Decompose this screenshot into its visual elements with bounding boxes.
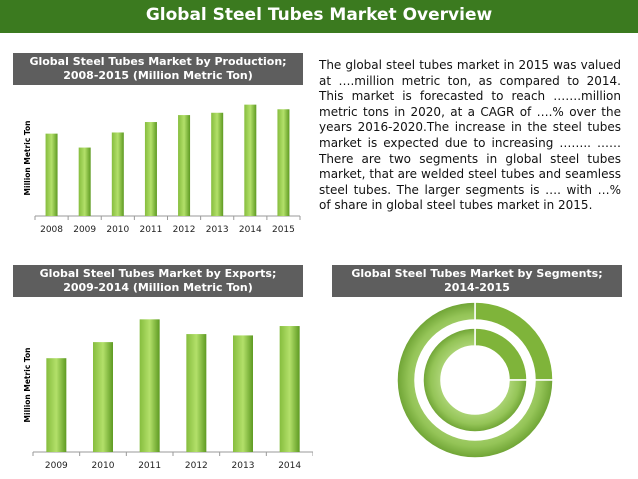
production-tick-label: 2015 — [272, 225, 295, 235]
exports-bar — [93, 342, 113, 452]
exports-bar — [233, 335, 253, 452]
exports-tick-label: 2011 — [138, 461, 161, 471]
page-title: Global Steel Tubes Market Overview — [0, 0, 638, 33]
exports-bar — [186, 334, 207, 452]
production-bar — [277, 109, 290, 216]
production-bar — [244, 104, 257, 216]
production-chart-header: Global Steel Tubes Market by Production;… — [13, 53, 303, 85]
exports-bar — [139, 319, 160, 452]
production-y-axis-label: Million Metric Ton — [23, 121, 32, 196]
production-tick-label: 2014 — [239, 225, 262, 235]
exports-tick-label: 2013 — [232, 461, 255, 471]
exports-bar — [279, 326, 300, 452]
exports-bar-chart: 2009 2010 2011 2012 2013 2014 Million Metric T… — [23, 319, 313, 471]
production-tick-label: 2009 — [73, 225, 96, 235]
production-bar — [178, 115, 191, 216]
segments-donut-chart — [396, 301, 554, 459]
production-bar — [111, 132, 124, 216]
segments-header-line1: Global Steel Tubes Market by Segments; — [351, 267, 603, 280]
exports-bar — [46, 358, 67, 452]
production-bar — [144, 122, 157, 216]
segment-slice — [422, 327, 528, 433]
exports-tick-label: 2014 — [278, 461, 301, 471]
production-tick-label: 2012 — [173, 225, 196, 235]
production-bar-chart: 2008 2009 2010 2011 2012 2013 2014 2015 Million … — [23, 104, 301, 235]
segments-header-line2: 2014-2015 — [444, 281, 510, 294]
production-bar — [45, 133, 58, 216]
production-header-line2: 2008-2015 (Million Metric Ton) — [63, 69, 253, 82]
production-header-line1: Global Steel Tubes Market by Production; — [29, 55, 287, 68]
exports-y-axis-label: Million Metric Ton — [23, 348, 32, 423]
production-tick-label: 2008 — [40, 225, 63, 235]
production-tick-label: 2010 — [106, 225, 129, 235]
production-tick-label: 2013 — [206, 225, 229, 235]
production-bar — [78, 147, 91, 216]
exports-header-line1: Global Steel Tubes Market by Exports; — [39, 267, 277, 280]
production-tick-label: 2011 — [139, 225, 162, 235]
segment-slice — [396, 301, 554, 459]
production-bar — [211, 112, 224, 216]
market-description: The global steel tubes market in 2015 wa… — [319, 58, 621, 213]
exports-tick-label: 2012 — [185, 461, 208, 471]
exports-header-line2: 2009-2014 (Million Metric Ton) — [63, 281, 253, 294]
exports-tick-label: 2009 — [45, 461, 68, 471]
exports-tick-label: 2010 — [92, 461, 115, 471]
segments-chart-header: Global Steel Tubes Market by Segments; 2… — [332, 265, 622, 297]
exports-chart-header: Global Steel Tubes Market by Exports; 20… — [13, 265, 303, 297]
